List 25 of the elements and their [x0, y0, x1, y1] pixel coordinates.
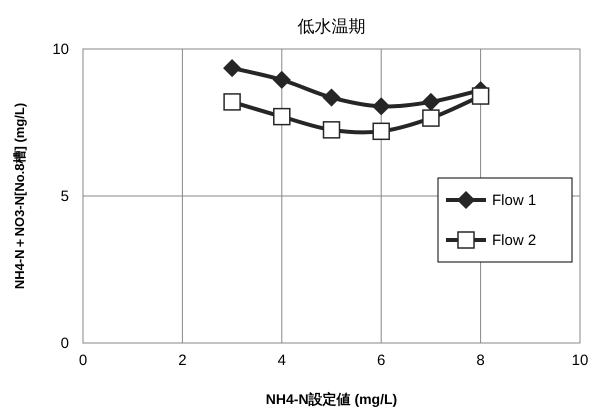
- point: [273, 71, 291, 89]
- point: [223, 59, 241, 77]
- x-tick-label: 6: [377, 352, 386, 369]
- chart-title: 低水温期: [298, 17, 366, 36]
- point: [422, 93, 440, 111]
- point: [322, 88, 340, 106]
- legend-label: Flow 1: [492, 192, 536, 209]
- y-axis-title: NH4-N＋NO3-N[No.8槽] (mg/L): [12, 102, 27, 290]
- y-tick-label: 0: [60, 335, 69, 352]
- point: [273, 108, 291, 126]
- point: [372, 98, 390, 116]
- x-tick-label: 0: [78, 352, 88, 369]
- x-tick-label: 4: [278, 352, 286, 369]
- x-axis-title: NH4-N設定値 (mg/L): [266, 391, 398, 407]
- legend-label: Flow 2: [492, 232, 536, 249]
- x-tick-label: 2: [178, 352, 187, 369]
- y-tick-label: 10: [52, 41, 69, 58]
- y-tick-label: 5: [60, 188, 69, 205]
- point: [422, 109, 440, 127]
- x-tick-label: 10: [572, 352, 588, 369]
- point: [223, 93, 241, 111]
- point: [472, 87, 490, 105]
- point: [372, 122, 390, 140]
- point: [322, 121, 340, 139]
- x-tick-label: 8: [476, 352, 485, 369]
